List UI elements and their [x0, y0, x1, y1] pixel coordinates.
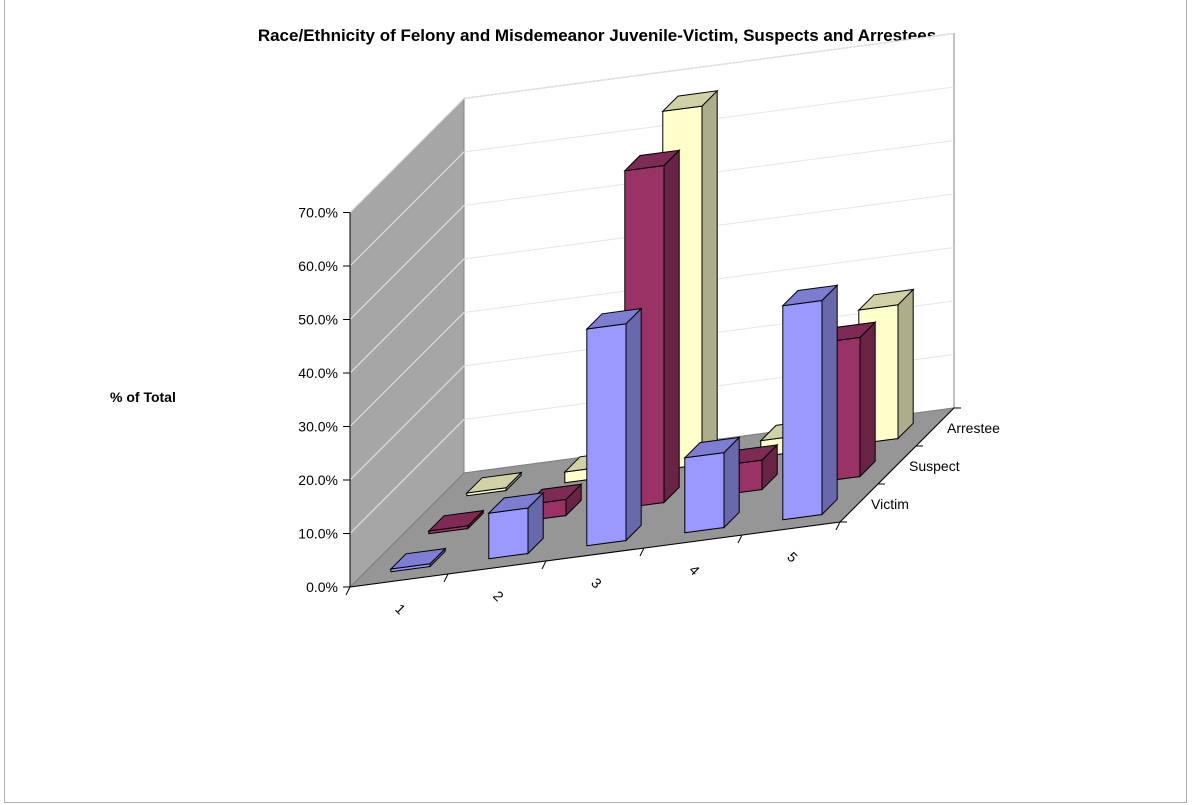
- bars: [389, 89, 915, 573]
- x-tick: [443, 573, 449, 583]
- bar-victim-2: [487, 491, 545, 560]
- y-tick-label: 20.0%: [298, 472, 338, 488]
- bar-top: [683, 436, 741, 459]
- category-label: 1: [392, 601, 409, 618]
- bar-top: [781, 284, 839, 307]
- bar-victim-5: [781, 284, 839, 521]
- bar-side: [859, 320, 876, 478]
- y-tick-label: 50.0%: [298, 312, 338, 328]
- x-tick: [737, 534, 743, 544]
- gridline: [349, 247, 955, 427]
- depth-label: Victim: [871, 496, 909, 512]
- y-tick-label: 40.0%: [298, 365, 338, 381]
- x-tick: [835, 521, 841, 531]
- axes: [343, 212, 961, 596]
- gridline: [349, 86, 955, 267]
- depth-label: Suspect: [909, 458, 960, 474]
- y-tick-label: 30.0%: [298, 419, 338, 435]
- y-tick-label: 70.0%: [298, 205, 338, 221]
- bar-victim-1: [389, 547, 447, 573]
- bar-top: [465, 471, 523, 494]
- bar-top: [389, 547, 447, 570]
- depth-label: Arrestee: [947, 420, 1000, 436]
- y-tick-label: 60.0%: [298, 258, 338, 274]
- category-label: 2: [490, 588, 507, 605]
- bar-victim-4: [683, 436, 741, 534]
- bar-arrestee-1: [465, 471, 523, 497]
- bar-side: [897, 288, 914, 440]
- bar-top: [487, 492, 545, 514]
- bar-side: [701, 89, 718, 466]
- chart-title: Race/Ethnicity of Felony and Misdemeanor…: [257, 26, 937, 45]
- x-tick: [639, 547, 645, 557]
- bar-front: [586, 323, 627, 547]
- y-tick-label: 10.0%: [298, 526, 338, 542]
- bar-front: [488, 507, 529, 560]
- bar-front: [684, 452, 725, 534]
- x-axis-line: [349, 521, 841, 588]
- category-label: 5: [784, 549, 801, 566]
- bar-side: [625, 307, 642, 542]
- bar-top: [661, 90, 719, 112]
- bar-top: [857, 288, 915, 311]
- x-tick: [541, 560, 547, 570]
- gridline: [349, 140, 955, 320]
- x-tick: [345, 586, 351, 596]
- bar-victim-3: [585, 307, 643, 547]
- bar-top: [623, 149, 681, 172]
- bar-top: [427, 509, 485, 532]
- bar-top: [585, 307, 643, 330]
- category-label: 3: [588, 575, 605, 592]
- bar-suspect-1: [427, 509, 485, 535]
- y-tick-label: 0.0%: [306, 579, 338, 595]
- depth-axis-line: [839, 407, 955, 523]
- gridline: [349, 33, 955, 213]
- bar-side: [821, 284, 838, 516]
- y-axis-title: % of Total: [110, 389, 176, 405]
- gridline: [349, 193, 955, 374]
- bar-front: [782, 299, 823, 521]
- bar-side: [663, 149, 680, 504]
- category-label: 4: [686, 562, 703, 579]
